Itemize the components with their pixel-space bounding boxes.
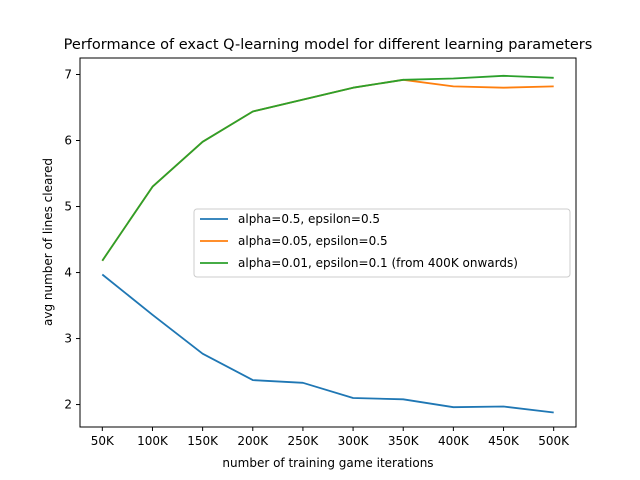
x-axis-ticks: 50K 100K 150K 200K 250K 300K 350K 400K 450K 500K bbox=[91, 427, 570, 448]
y-axis-label: avg number of lines cleared bbox=[41, 158, 55, 326]
x-tick-label: 400K bbox=[438, 434, 470, 448]
legend-label-series-1: alpha=0.5, epsilon=0.5 bbox=[238, 212, 380, 226]
y-tick-label: 4 bbox=[64, 266, 72, 280]
y-tick-label: 7 bbox=[64, 68, 72, 82]
x-tick-label: 350K bbox=[388, 434, 420, 448]
legend-box bbox=[193, 208, 571, 278]
x-tick-label: 50K bbox=[91, 434, 115, 448]
series-line-3 bbox=[101, 74, 554, 262]
chart-title: Performance of exact Q-learning model fo… bbox=[64, 37, 593, 53]
series-lines bbox=[101, 74, 554, 414]
y-tick-label: 5 bbox=[64, 200, 72, 214]
y-tick-label: 2 bbox=[64, 398, 72, 412]
x-tick-label: 150K bbox=[187, 434, 219, 448]
legend-label-series-2: alpha=0.05, epsilon=0.5 bbox=[238, 234, 388, 248]
series-line-1 bbox=[101, 273, 554, 414]
y-axis-ticks: 2 3 4 5 6 7 bbox=[64, 68, 80, 412]
x-tick-label: 200K bbox=[237, 434, 269, 448]
y-tick-label: 3 bbox=[64, 332, 72, 346]
legend-label-series-3: alpha=0.01, epsilon=0.1 (from 400K onwar… bbox=[238, 256, 518, 270]
y-tick-label: 6 bbox=[64, 134, 72, 148]
x-tick-label: 100K bbox=[137, 434, 169, 448]
x-tick-label: 500K bbox=[538, 434, 570, 448]
x-axis-label: number of training game iterations bbox=[222, 456, 433, 470]
x-tick-label: 450K bbox=[488, 434, 520, 448]
x-tick-label: 250K bbox=[288, 434, 320, 448]
x-tick-label: 300K bbox=[338, 434, 370, 448]
legend: alpha=0.5, epsilon=0.5 alpha=0.05, epsil… bbox=[193, 208, 571, 278]
